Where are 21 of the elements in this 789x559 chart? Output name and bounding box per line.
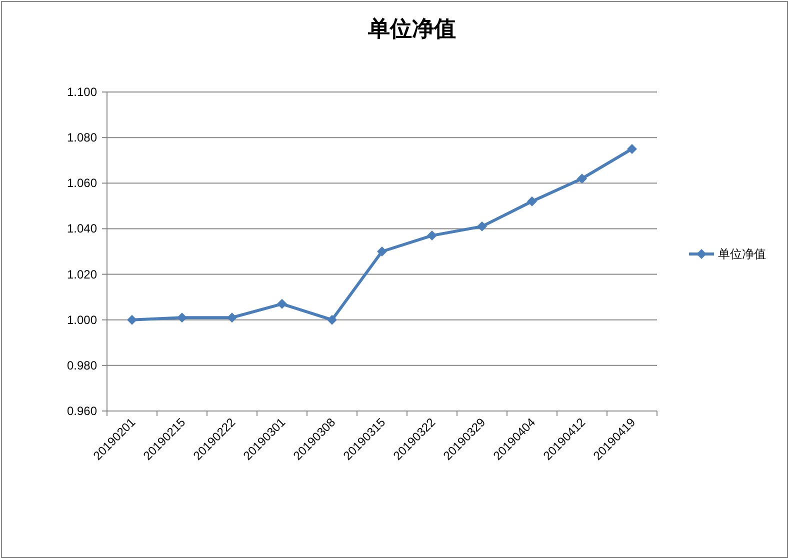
point <box>277 298 287 309</box>
point <box>527 196 537 206</box>
point <box>327 314 337 325</box>
chart-title: 单位净值 <box>367 16 456 41</box>
point <box>127 314 137 325</box>
y-tick-label: 1.080 <box>66 130 98 145</box>
y-tick-label: 0.960 <box>66 404 98 418</box>
y-tick-label: 1.060 <box>66 176 98 190</box>
y-tick-label: 0.980 <box>66 358 98 372</box>
point <box>577 174 587 184</box>
y-tick-label: 1.000 <box>66 312 98 327</box>
point <box>227 312 237 323</box>
y-tick-label: 1.100 <box>66 85 98 99</box>
point <box>177 312 187 323</box>
point <box>377 246 387 256</box>
legend-label: 单位净值 <box>718 247 766 261</box>
point <box>477 221 487 232</box>
point <box>427 230 437 241</box>
y-tick-label: 1.040 <box>66 222 98 236</box>
point <box>627 144 637 154</box>
y-tick-label: 1.020 <box>66 267 98 282</box>
